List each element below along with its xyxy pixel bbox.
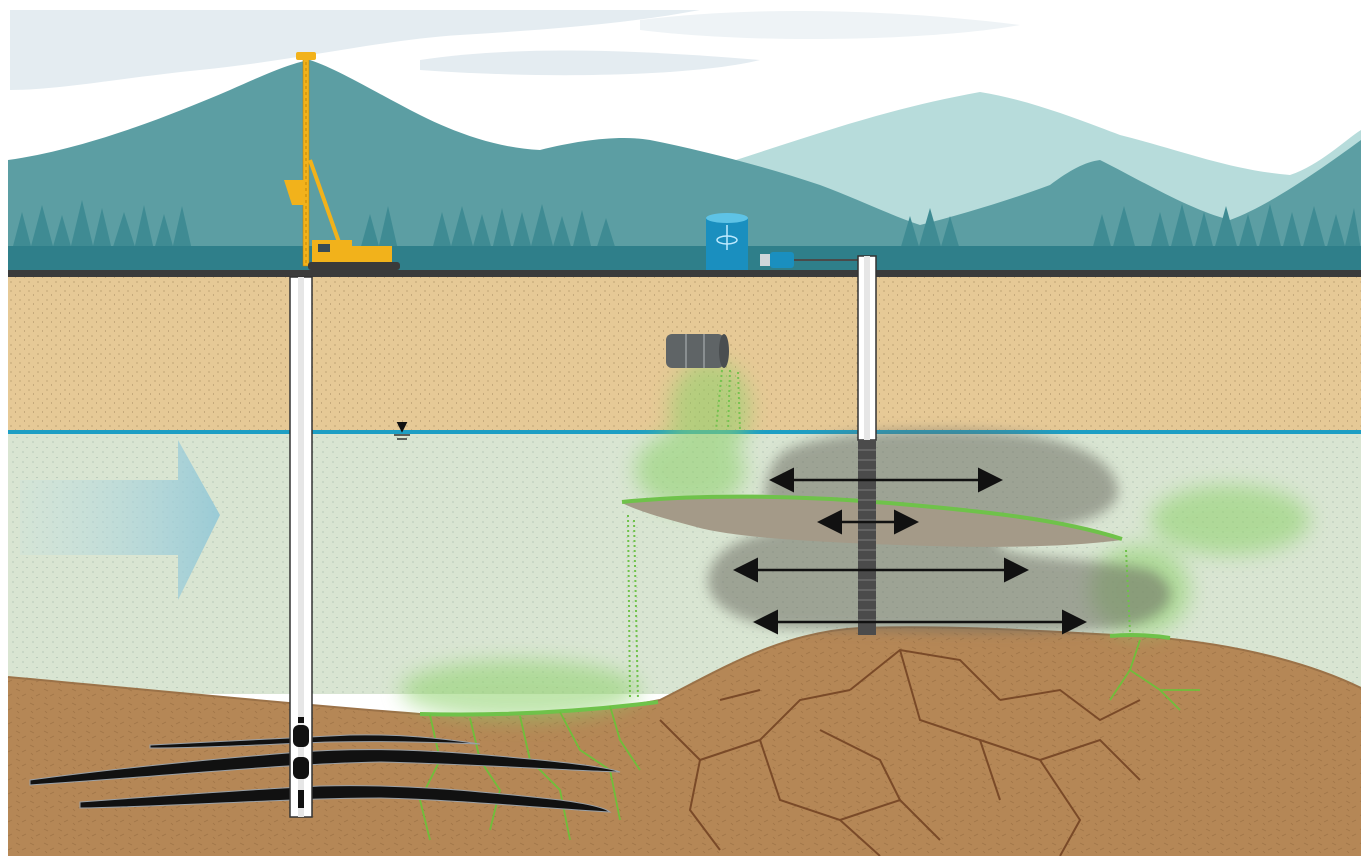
injection-pump xyxy=(760,252,862,268)
contaminated-fractures xyxy=(419,639,1200,841)
foreground-hill-band xyxy=(8,246,1361,270)
ground-surface xyxy=(8,270,1361,277)
leaking-drum xyxy=(666,334,729,368)
groundwater-flow-arrow xyxy=(20,440,220,600)
treatment-tank xyxy=(706,213,748,270)
clay-lens-contaminant xyxy=(621,494,1123,541)
svg-text:▼: ▼ xyxy=(397,419,408,435)
fracture-borehole xyxy=(289,276,313,818)
injection-well xyxy=(857,255,877,635)
water-table-marker: ▼ xyxy=(394,419,410,440)
packer-lower xyxy=(293,757,309,779)
drill-rig xyxy=(284,52,400,270)
injection-arrows xyxy=(733,467,1087,635)
contaminant-pool-right xyxy=(1109,632,1171,640)
clouds xyxy=(10,10,1020,90)
drum-leak xyxy=(715,369,741,431)
contaminant-haze xyxy=(400,360,1310,720)
contaminant-drips xyxy=(627,514,1131,701)
bedrock-cracks xyxy=(659,648,1141,856)
mountain-range-dark xyxy=(8,60,1361,250)
well-screen xyxy=(858,440,876,635)
packer-upper xyxy=(293,725,309,747)
contaminant-pool-left xyxy=(419,700,659,717)
packer-tool xyxy=(298,790,304,808)
tree-line xyxy=(12,200,1361,250)
